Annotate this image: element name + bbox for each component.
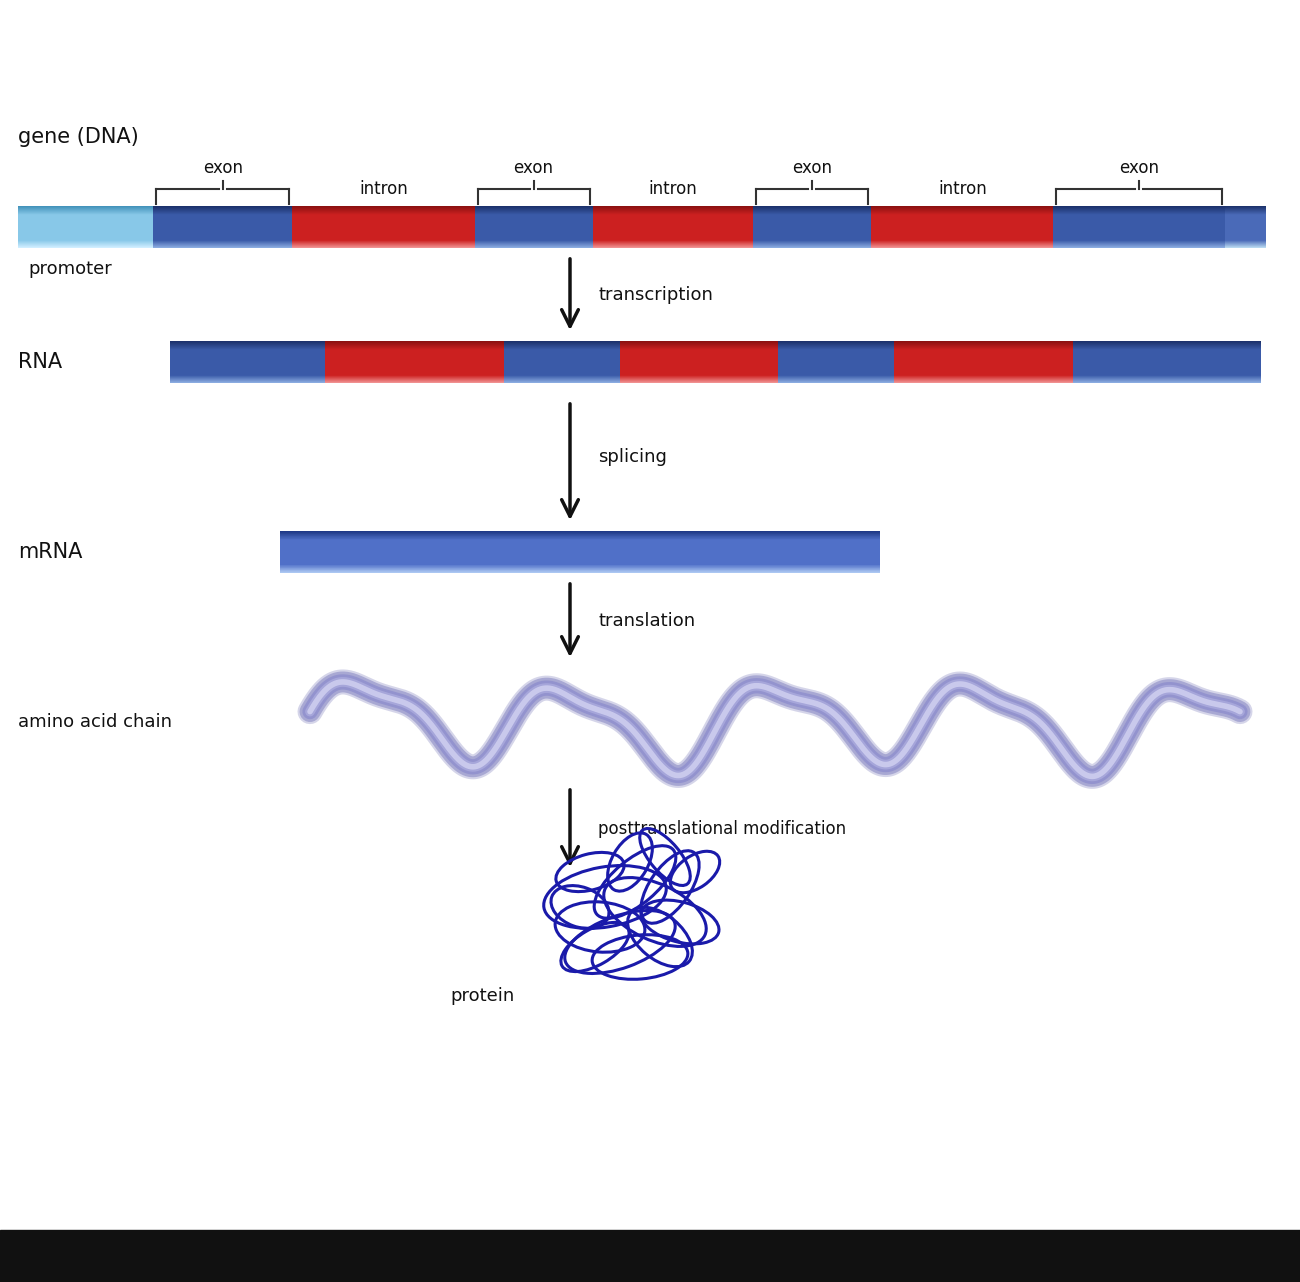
Text: exon: exon [514,159,554,177]
Text: exon: exon [1119,159,1160,177]
Text: gene (DNA): gene (DNA) [18,127,139,147]
Text: intron: intron [939,179,987,197]
Text: exon: exon [203,159,243,177]
Text: protein: protein [450,987,515,1005]
Text: splicing: splicing [598,447,667,465]
Text: intron: intron [649,179,697,197]
Text: exon: exon [792,159,832,177]
Text: intron: intron [359,179,408,197]
Text: promoter: promoter [29,260,112,278]
Text: amino acid chain: amino acid chain [18,713,172,731]
Text: translation: translation [598,612,696,629]
Bar [0,1229,1300,1282]
Text: mRNA: mRNA [18,542,82,562]
Text: posttranslational modification: posttranslational modification [598,819,846,837]
Text: RNA: RNA [18,353,62,372]
Text: transcription: transcription [598,286,712,304]
